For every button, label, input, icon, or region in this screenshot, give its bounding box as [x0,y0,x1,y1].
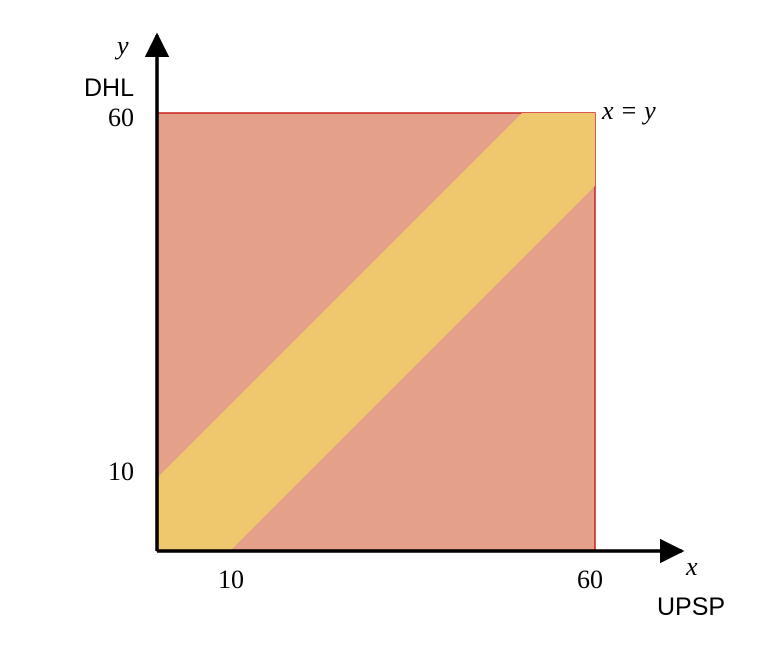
y-axis-label: DHL [84,74,134,102]
x-tick-10: 10 [218,565,244,594]
y-tick-60: 60 [108,103,134,132]
x-axis-label: UPSP [657,593,725,621]
y-axis-symbol: y [114,31,129,60]
y-tick-10: 10 [108,457,134,486]
meeting-band [157,113,595,551]
x-axis-symbol: x [685,552,698,581]
x-tick-60: 60 [577,565,603,594]
diagonal-label: x = y [601,96,656,125]
